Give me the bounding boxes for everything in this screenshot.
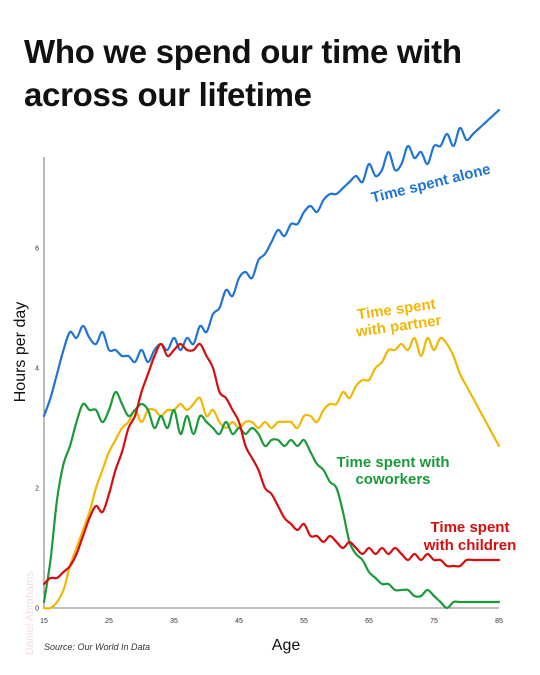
series-labels: Time spent alone Time spentwith partner Ti… [336, 161, 516, 554]
x-tick-label: 35 [170, 618, 178, 625]
series-line-coworkers [42, 390, 501, 610]
y-tick-label: 0 [35, 606, 39, 613]
x-tick-label: 85 [495, 618, 503, 625]
x-tick-label: 65 [365, 618, 373, 625]
series-line-alone [42, 108, 501, 418]
series-lines [42, 108, 501, 610]
y-tick-label: 4 [35, 366, 39, 373]
author-watermark: Daniel Abrahams [24, 571, 36, 655]
x-tick-labels: 15 25 35 45 55 65 75 85 [40, 618, 503, 625]
series-line-partner [42, 336, 501, 610]
source-note: Source: Our World In Data [44, 642, 150, 652]
x-tick-label: 45 [235, 618, 243, 625]
chart-title: Who we spend our time with across our li… [24, 30, 524, 116]
y-axis-label: Hours per day [12, 302, 29, 403]
series-label-alone: Time spent alone [370, 161, 493, 207]
chart-title-line-2: across our lifetime [24, 76, 312, 113]
y-tick-label: 6 [35, 246, 39, 253]
series-label-children: Time spent with children [423, 519, 517, 554]
series-label-partner: Time spentwith partner [352, 295, 443, 341]
series-label-coworkers: Time spent with coworkers [336, 454, 449, 488]
x-tick-label: 75 [430, 618, 438, 625]
y-tick-label: 2 [35, 486, 39, 493]
x-tick-label: 55 [300, 618, 308, 625]
y-tick-labels: 0 2 4 6 [35, 246, 39, 613]
series-line-children [42, 342, 501, 586]
x-tick-label: 15 [40, 618, 48, 625]
chart-title-line-1: Who we spend our time with [24, 33, 462, 70]
x-tick-label: 25 [105, 618, 113, 625]
x-axis-label: Age [272, 637, 301, 654]
